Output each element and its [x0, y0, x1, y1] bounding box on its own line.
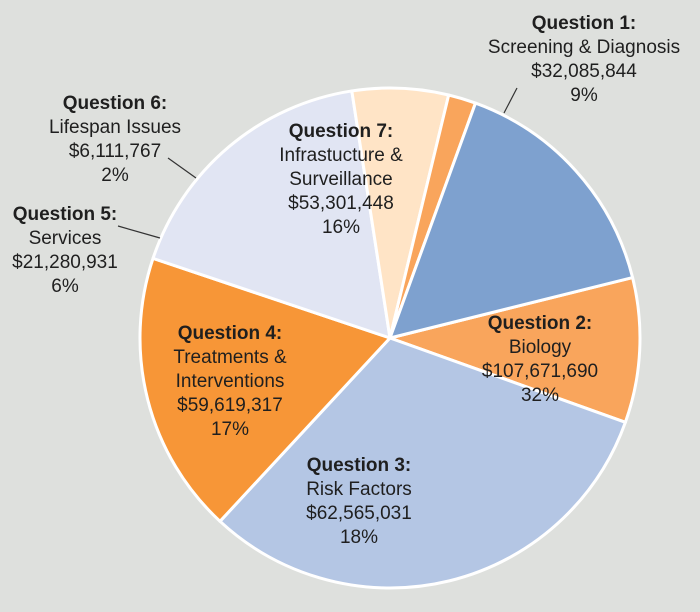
- leader-line-q6: [167, 157, 197, 179]
- slice-name-line-2: Interventions: [175, 371, 285, 392]
- slice-percent: 6%: [51, 276, 79, 297]
- slice-percent: 18%: [339, 527, 379, 548]
- slice-question: Question 1:: [531, 13, 637, 34]
- slice-percent: 9%: [570, 85, 598, 106]
- slice-question: Question 6:: [62, 93, 168, 114]
- slice-question: Question 4:: [177, 323, 283, 344]
- slice-label-q6: Question 6: Lifespan Issues $6,111,767 2…: [35, 92, 195, 188]
- slice-label-q1: Question 1: Screening & Diagnosis $32,08…: [484, 12, 684, 108]
- slice-amount: $32,085,844: [531, 61, 637, 82]
- slice-label-q5: Question 5: Services $21,280,931 6%: [0, 203, 130, 299]
- slice-name-line-2: Surveillance: [289, 169, 393, 190]
- slice-name-line-1: Treatments &: [173, 347, 287, 368]
- slice-name-line-1: Infrastucture &: [279, 145, 403, 166]
- pie-slice-q4: [151, 89, 392, 340]
- pie-slice-q1: [388, 276, 642, 424]
- pie-slice-q2: [218, 336, 627, 590]
- slice-label-q2: Question 2: Biology $107,671,690 32%: [440, 312, 640, 408]
- slice-label-q3: Question 3: Risk Factors $62,565,031 18%: [259, 454, 459, 550]
- slice-amount: $53,301,448: [288, 193, 394, 214]
- slice-percent: 2%: [101, 165, 129, 186]
- leader-line-q1: [503, 87, 518, 114]
- slice-label-q7: Question 7: Infrastucture & Surveillance…: [241, 120, 441, 240]
- slice-name: Screening & Diagnosis: [487, 37, 681, 58]
- slice-label-q4: Question 4: Treatments & Interventions $…: [130, 322, 330, 442]
- pie-slice-q7: [388, 101, 635, 340]
- slice-amount: $59,619,317: [177, 395, 283, 416]
- slice-question: Question 7:: [288, 121, 394, 142]
- leader-line-q5: [117, 225, 161, 239]
- slice-question: Question 5:: [12, 204, 118, 225]
- slice-percent: 16%: [321, 217, 361, 238]
- slice-name: Biology: [508, 337, 572, 358]
- slice-question: Question 3:: [306, 455, 412, 476]
- slice-question: Question 2:: [487, 313, 593, 334]
- slice-amount: $6,111,767: [68, 141, 162, 162]
- slice-amount: $107,671,690: [481, 361, 599, 382]
- slice-name: Lifespan Issues: [48, 117, 182, 138]
- pie-slice-q3: [138, 256, 392, 523]
- slice-name: Services: [28, 228, 102, 249]
- slice-percent: 32%: [520, 385, 560, 406]
- slice-amount: $21,280,931: [12, 252, 118, 273]
- slice-amount: $62,565,031: [306, 503, 412, 524]
- slice-percent: 17%: [210, 419, 250, 440]
- slice-name: Risk Factors: [306, 479, 412, 500]
